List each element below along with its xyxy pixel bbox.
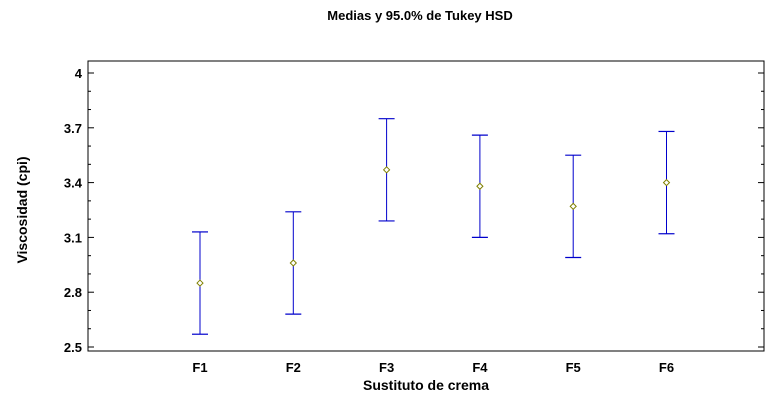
y-tick-label: 2.8 [64,285,82,300]
x-axis: F1 F2 F3 F4 F5 F6 [192,360,674,375]
x-tick-label: F6 [659,360,674,375]
x-tick-label: F2 [286,360,301,375]
x-tick-label: F3 [379,360,394,375]
series-intervals [192,118,675,335]
y-tick-label: 4 [75,66,83,81]
mean-marker [196,279,204,287]
mean-marker [382,166,391,174]
y-tick-label: 3.7 [64,121,82,136]
mean-marker [662,178,671,187]
mean-marker [289,259,298,267]
chart-title: Medias y 95.0% de Tukey HSD [327,8,512,23]
y-tick-label: 2.5 [64,340,82,355]
y-tick-label: 3.1 [64,230,82,245]
mean-marker [569,202,577,211]
mean-marker [476,182,484,190]
x-tick-label: F4 [472,360,488,375]
y-axis: 2.5 2.8 3.1 3.4 3.7 4 [64,66,764,355]
y-tick-label: 3.4 [64,176,83,191]
x-axis-label: Sustituto de crema [363,377,489,393]
plot-frame [87,60,765,352]
x-tick-label: F5 [566,360,581,375]
y-axis-label: Viscosidad (cpi) [14,156,30,263]
x-tick-label: F1 [192,360,207,375]
